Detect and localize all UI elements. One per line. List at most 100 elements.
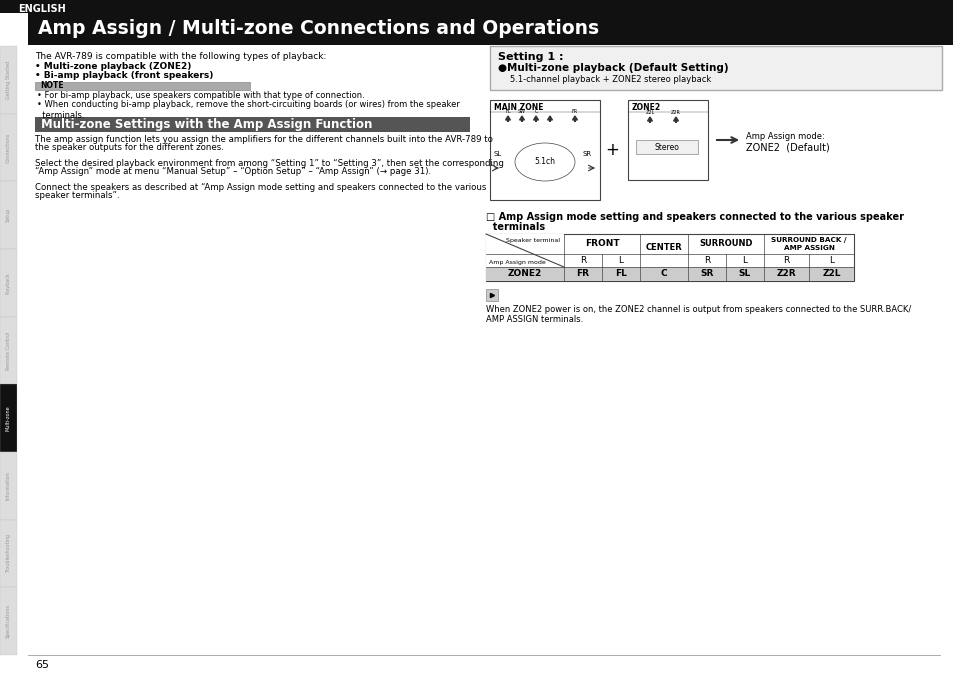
Text: Multi-zone: Multi-zone [6, 406, 11, 431]
Text: ZONE2: ZONE2 [507, 269, 541, 279]
Bar [0, 0, 953, 13]
Text: L: L [618, 256, 623, 265]
Text: Z2L: Z2L [644, 110, 654, 115]
Bar [574, 120, 575, 121]
Text: ZONE2  (Default): ZONE2 (Default) [745, 143, 829, 153]
Text: Amp Assign mode: Amp Assign mode [489, 260, 545, 265]
Bar [627, 100, 707, 180]
Text: R: R [579, 256, 585, 265]
Text: R: R [703, 256, 709, 265]
Text: Stereo: Stereo [654, 142, 679, 151]
Bar [535, 120, 536, 121]
Bar [649, 121, 650, 123]
Text: Playback: Playback [6, 272, 11, 294]
Bar [35, 117, 470, 132]
Text: Amp Assign mode:: Amp Assign mode: [745, 132, 824, 141]
Text: AMP ASSIGN terminals.: AMP ASSIGN terminals. [485, 315, 582, 324]
Polygon shape [533, 116, 537, 120]
Bar [0, 384, 17, 452]
Text: Connections: Connections [6, 132, 11, 163]
Text: Select the desired playback environment from among “Setting 1” to “Setting 3”, t: Select the desired playback environment … [35, 159, 503, 168]
Text: Specifications: Specifications [6, 604, 11, 638]
Text: 65: 65 [35, 660, 49, 670]
Text: Z2R: Z2R [776, 269, 796, 279]
Text: • Multi-zone playback (ZONE2): • Multi-zone playback (ZONE2) [35, 62, 192, 71]
Bar [0, 317, 17, 384]
Text: FL: FL [505, 109, 510, 114]
Polygon shape [673, 117, 678, 121]
Bar [485, 234, 853, 281]
Bar [521, 120, 522, 121]
Text: SR: SR [700, 269, 713, 279]
Text: Z2R: Z2R [670, 110, 680, 115]
Bar [490, 100, 599, 200]
Bar [0, 46, 17, 113]
Bar [0, 520, 17, 587]
Text: 5.1ch: 5.1ch [534, 157, 555, 167]
Bar [0, 113, 17, 182]
Text: □ Amp Assign mode setting and speakers connected to the various speaker: □ Amp Assign mode setting and speakers c… [485, 212, 903, 222]
Text: SR: SR [582, 151, 592, 157]
Text: Z2L: Z2L [821, 269, 840, 279]
Polygon shape [572, 116, 577, 120]
Text: FRONT: FRONT [584, 240, 618, 248]
Text: MAIN ZONE: MAIN ZONE [494, 103, 543, 112]
Text: SL: SL [494, 151, 501, 157]
Bar [485, 234, 563, 267]
Polygon shape [547, 116, 552, 120]
Polygon shape [519, 116, 524, 120]
Ellipse shape [515, 143, 575, 181]
Bar [507, 120, 508, 121]
Bar [636, 140, 698, 154]
Polygon shape [647, 117, 652, 121]
Text: L: L [741, 256, 747, 265]
Text: Setup: Setup [6, 208, 11, 222]
Text: SURROUND: SURROUND [699, 240, 752, 248]
Text: terminals: terminals [485, 222, 544, 232]
Bar [549, 120, 550, 121]
Bar [485, 289, 497, 301]
Text: ●Multi-zone playback (Default Setting): ●Multi-zone playback (Default Setting) [497, 63, 728, 73]
Text: The amp assign function lets you assign the amplifiers for the different channel: The amp assign function lets you assign … [35, 135, 493, 144]
Text: When ZONE2 power is on, the ZONE2 channel is output from speakers connected to t: When ZONE2 power is on, the ZONE2 channe… [485, 305, 910, 314]
Bar [675, 121, 676, 123]
Bar [485, 267, 853, 281]
Text: ZONE2: ZONE2 [631, 103, 660, 112]
Text: • Bi-amp playback (front speakers): • Bi-amp playback (front speakers) [35, 71, 213, 80]
Bar [0, 587, 17, 655]
Text: Setting 1 :: Setting 1 : [497, 52, 563, 62]
Text: +: + [604, 141, 618, 159]
Text: The AVR-789 is compatible with the following types of playback:: The AVR-789 is compatible with the follo… [35, 52, 326, 61]
Text: Information: Information [6, 471, 11, 500]
Text: Multi-zone Settings with the Amp Assign Function: Multi-zone Settings with the Amp Assign … [41, 118, 372, 131]
Bar [490, 46, 941, 90]
Text: 5.1-channel playback + ZONE2 stereo playback: 5.1-channel playback + ZONE2 stereo play… [510, 75, 711, 84]
Text: Troubleshooting: Troubleshooting [6, 534, 11, 573]
Text: Getting Started: Getting Started [6, 61, 11, 99]
Text: • For bi-amp playback, use speakers compatible with that type of connection.: • For bi-amp playback, use speakers comp… [37, 91, 364, 100]
Text: CENTER: CENTER [645, 242, 681, 252]
Text: C: C [660, 269, 666, 279]
Text: R: R [782, 256, 789, 265]
Bar [35, 82, 250, 90]
Text: C: C [534, 109, 537, 114]
Text: ENGLISH: ENGLISH [18, 4, 66, 14]
Text: SURROUND BACK /
AMP ASSIGN: SURROUND BACK / AMP ASSIGN [770, 237, 846, 250]
Text: NOTE: NOTE [40, 82, 64, 90]
Bar [28, 13, 953, 45]
Text: Speaker terminal: Speaker terminal [505, 238, 559, 243]
Text: FR: FR [572, 109, 578, 114]
Text: • When conducting bi-amp playback, remove the short-circuiting boards (or wires): • When conducting bi-amp playback, remov… [37, 100, 459, 120]
Text: Connect the speakers as described at “Amp Assign mode setting and speakers conne: Connect the speakers as described at “Am… [35, 183, 486, 192]
Bar [0, 182, 17, 249]
Bar [0, 249, 17, 317]
Text: Amp Assign / Multi-zone Connections and Operations: Amp Assign / Multi-zone Connections and … [38, 20, 598, 38]
Text: FL: FL [615, 269, 626, 279]
Text: speaker terminals”.: speaker terminals”. [35, 191, 119, 200]
Text: SW: SW [517, 109, 525, 114]
Text: L: L [828, 256, 833, 265]
Text: SL: SL [739, 269, 750, 279]
Text: the speaker outputs for the different zones.: the speaker outputs for the different zo… [35, 143, 224, 152]
Text: FR: FR [576, 269, 589, 279]
Polygon shape [505, 116, 510, 120]
